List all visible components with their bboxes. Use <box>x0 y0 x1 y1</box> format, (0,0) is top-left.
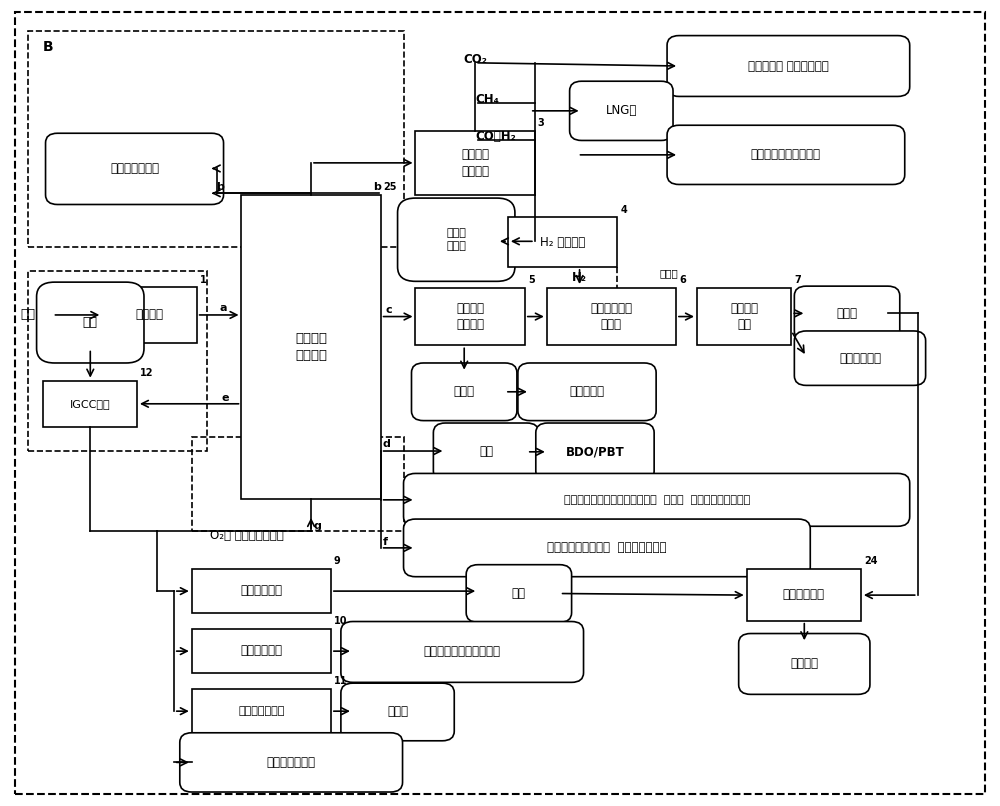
Text: 9: 9 <box>334 556 341 567</box>
Text: 沥青质: 沥青质 <box>454 385 475 398</box>
Text: 醋酸等: 醋酸等 <box>387 705 408 718</box>
Text: 费托合成单元: 费托合成单元 <box>240 584 282 597</box>
Text: CO₂: CO₂ <box>463 53 487 66</box>
Text: BDO/PBT: BDO/PBT <box>566 446 624 459</box>
Text: 1: 1 <box>200 275 206 285</box>
Text: 净化煤气
分离单元: 净化煤气 分离单元 <box>461 148 489 177</box>
FancyBboxPatch shape <box>415 131 535 195</box>
FancyBboxPatch shape <box>192 629 331 673</box>
Text: 油品调和单元: 油品调和单元 <box>783 588 825 601</box>
Text: CH₄: CH₄ <box>475 93 499 106</box>
FancyBboxPatch shape <box>667 125 905 185</box>
Text: f: f <box>383 537 388 546</box>
Text: 10: 10 <box>334 617 347 626</box>
FancyBboxPatch shape <box>404 473 910 526</box>
Text: H₂ 分离单元: H₂ 分离单元 <box>540 235 585 248</box>
FancyBboxPatch shape <box>570 81 673 140</box>
FancyBboxPatch shape <box>508 218 617 267</box>
Text: 备煤单元: 备煤单元 <box>135 309 163 322</box>
Text: 12: 12 <box>140 368 154 378</box>
Text: b: b <box>373 182 381 192</box>
Text: g: g <box>313 521 321 530</box>
Text: 铁合金、高炉喷吹、高效吸附剂  发电、  民用燃料气化原料等: 铁合金、高炉喷吹、高效吸附剂 发电、 民用燃料气化原料等 <box>564 495 750 505</box>
Text: c: c <box>386 305 392 314</box>
Text: 油品分离
单元: 油品分离 单元 <box>730 301 758 331</box>
Text: 净化焦油
分离单元: 净化焦油 分离单元 <box>456 301 484 331</box>
FancyBboxPatch shape <box>411 363 517 421</box>
FancyBboxPatch shape <box>37 282 144 363</box>
Text: d: d <box>383 439 391 449</box>
FancyBboxPatch shape <box>102 287 197 343</box>
Text: 3: 3 <box>538 118 545 128</box>
Text: 醇类合成单元: 醇类合成单元 <box>240 644 282 657</box>
FancyBboxPatch shape <box>398 198 515 281</box>
Text: O₂、 空气或水蒸气等: O₂、 空气或水蒸气等 <box>210 529 283 542</box>
Text: 4: 4 <box>620 205 627 215</box>
Text: 5: 5 <box>528 276 535 285</box>
Text: 电石: 电石 <box>479 446 493 459</box>
FancyBboxPatch shape <box>739 634 870 694</box>
Text: e: e <box>222 393 229 403</box>
FancyBboxPatch shape <box>547 288 676 345</box>
FancyBboxPatch shape <box>518 363 656 421</box>
Text: 热解气化
耦合单元: 热解气化 耦合单元 <box>295 332 327 362</box>
FancyBboxPatch shape <box>415 288 525 345</box>
Text: 6: 6 <box>679 276 686 285</box>
Text: B: B <box>43 39 53 54</box>
Text: 羰基化合成单元: 羰基化合成单元 <box>238 706 285 716</box>
FancyBboxPatch shape <box>192 689 331 733</box>
FancyBboxPatch shape <box>180 733 403 792</box>
FancyBboxPatch shape <box>341 683 454 741</box>
Text: b: b <box>217 182 224 192</box>
FancyBboxPatch shape <box>747 569 861 621</box>
FancyBboxPatch shape <box>466 565 572 622</box>
FancyBboxPatch shape <box>341 621 584 683</box>
Text: 汽油、柴油等: 汽油、柴油等 <box>839 351 881 364</box>
FancyBboxPatch shape <box>667 35 910 97</box>
Text: CO、H₂: CO、H₂ <box>475 131 516 143</box>
FancyBboxPatch shape <box>433 423 539 480</box>
Text: 合成氨、尿素、碳铵等: 合成氨、尿素、碳铵等 <box>751 148 821 161</box>
Text: IGCC单元: IGCC单元 <box>69 399 110 409</box>
Text: 25: 25 <box>384 182 397 193</box>
Text: H₂: H₂ <box>572 271 587 284</box>
Text: 酚类、
芳烃等: 酚类、 芳烃等 <box>446 228 466 251</box>
Text: 甲醇、乙二醇、混合醇等: 甲醇、乙二醇、混合醇等 <box>424 646 501 659</box>
Text: 电力: 电力 <box>83 316 98 329</box>
FancyBboxPatch shape <box>697 288 791 345</box>
Text: 燃气或蒸汽发电: 燃气或蒸汽发电 <box>110 162 159 176</box>
Text: 碳酸二甲酯 可降解塑料等: 碳酸二甲酯 可降解塑料等 <box>748 60 829 73</box>
FancyBboxPatch shape <box>46 133 224 205</box>
FancyBboxPatch shape <box>192 569 331 613</box>
Text: 油品: 油品 <box>512 587 526 600</box>
FancyBboxPatch shape <box>794 331 926 385</box>
Text: 煤焦油加氢精
制单元: 煤焦油加氢精 制单元 <box>590 301 632 331</box>
Text: 催化剂: 催化剂 <box>659 268 678 279</box>
FancyBboxPatch shape <box>794 286 900 341</box>
Text: 7: 7 <box>794 276 801 285</box>
Text: 11: 11 <box>334 676 347 687</box>
FancyBboxPatch shape <box>241 195 381 499</box>
Text: 石脑油: 石脑油 <box>837 307 858 320</box>
Text: 其他化工类产品: 其他化工类产品 <box>267 756 316 769</box>
FancyBboxPatch shape <box>404 519 810 577</box>
Text: LNG等: LNG等 <box>606 104 637 118</box>
Text: 液体燃料: 液体燃料 <box>790 658 818 671</box>
Text: a: a <box>220 303 227 313</box>
Text: 建筑、水泥、化工、  提取稀有金属等: 建筑、水泥、化工、 提取稀有金属等 <box>547 542 667 555</box>
FancyBboxPatch shape <box>43 380 137 427</box>
FancyBboxPatch shape <box>536 423 654 480</box>
Text: 碳素材料等: 碳素材料等 <box>570 385 605 398</box>
Text: 24: 24 <box>864 556 877 567</box>
Text: 原煤: 原煤 <box>21 309 36 322</box>
